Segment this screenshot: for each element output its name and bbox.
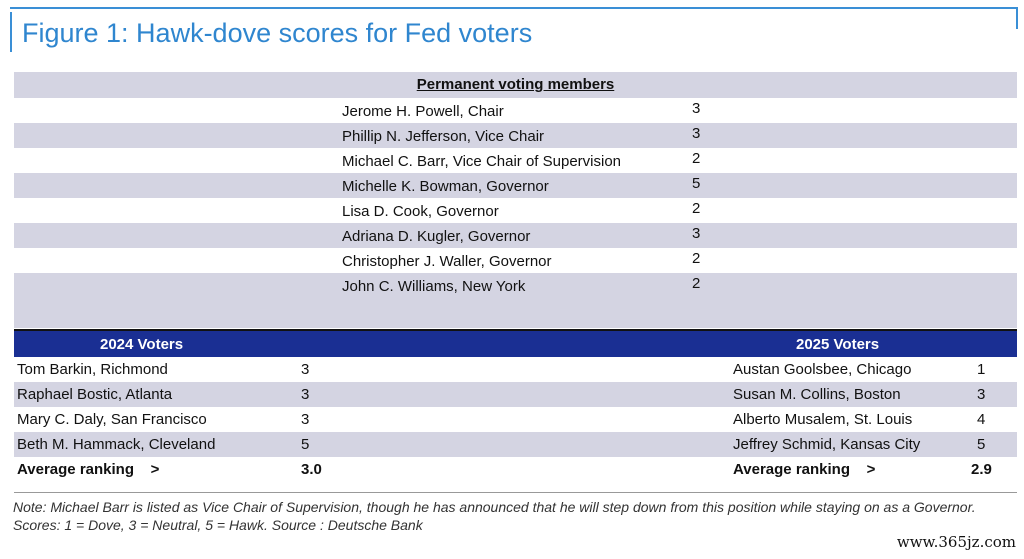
voters-2024-header: 2024 Voters <box>100 336 184 353</box>
voter-2025-name: Austan Goolsbee, Chicago <box>733 361 912 378</box>
voter-2024-name: Tom Barkin, Richmond <box>17 361 168 378</box>
title-accent-bar <box>10 12 12 52</box>
table-row: Christopher J. Waller, Governor 2 <box>14 248 1017 273</box>
voter-2024-score: 3 <box>301 386 310 403</box>
table-row: Mary C. Daly, San Francisco 3 Alberto Mu… <box>14 407 1017 432</box>
voter-2024-name: Raphael Bostic, Atlanta <box>17 386 173 403</box>
member-score: 3 <box>692 100 701 117</box>
member-score: 3 <box>692 125 701 142</box>
figure-title: Figure 1: Hawk-dove scores for Fed voter… <box>22 18 533 48</box>
member-score: 5 <box>692 175 701 192</box>
table-row: Adriana D. Kugler, Governor 3 <box>14 223 1017 248</box>
permanent-members-table: Permanent voting members Jerome H. Powel… <box>14 72 1017 328</box>
voter-2024-score: 5 <box>301 436 310 453</box>
voter-2025-name: Susan M. Collins, Boston <box>733 386 901 403</box>
average-2025-label: Average ranking > <box>733 461 876 478</box>
member-name: Adriana D. Kugler, Governor <box>342 228 531 245</box>
table-row: Raphael Bostic, Atlanta 3 Susan M. Colli… <box>14 382 1017 407</box>
voter-2025-name: Alberto Musalem, St. Louis <box>733 411 913 428</box>
member-name: Lisa D. Cook, Governor <box>342 203 499 220</box>
member-score: 2 <box>692 150 701 167</box>
table-row: Phillip N. Jefferson, Vice Chair 3 <box>14 123 1017 148</box>
table-row: Jerome H. Powell, Chair 3 <box>14 98 1017 123</box>
member-name: Michael C. Barr, Vice Chair of Supervisi… <box>342 153 622 170</box>
footnote: Note: Michael Barr is listed as Vice Cha… <box>13 499 976 533</box>
voter-2024-score: 3 <box>301 411 310 428</box>
voter-2025-score: 4 <box>977 411 986 428</box>
average-2024-value: 3.0 <box>301 461 322 478</box>
top-rule <box>10 7 1018 9</box>
voter-2025-score: 3 <box>977 386 986 403</box>
table-spacer <box>14 298 1017 328</box>
member-score: 3 <box>692 225 701 242</box>
rotating-voters-table: 2024 Voters 2025 Voters Tom Barkin, Rich… <box>14 329 1017 482</box>
member-name: Christopher J. Waller, Governor <box>342 253 552 270</box>
voter-2025-score: 1 <box>977 361 986 378</box>
voter-2025-score: 5 <box>977 436 986 453</box>
voter-2024-name: Mary C. Daly, San Francisco <box>17 411 207 428</box>
member-score: 2 <box>692 250 701 267</box>
voter-2024-name: Beth M. Hammack, Cleveland <box>17 436 216 453</box>
member-name: John C. Williams, New York <box>342 278 526 295</box>
average-2025-value: 2.9 <box>971 461 992 478</box>
table-row: Tom Barkin, Richmond 3 Austan Goolsbee, … <box>14 357 1017 382</box>
permanent-members-header: Permanent voting members <box>14 72 1017 98</box>
member-name: Phillip N. Jefferson, Vice Chair <box>342 128 545 145</box>
table-row: John C. Williams, New York 2 <box>14 273 1017 298</box>
member-name: Michelle K. Bowman, Governor <box>342 178 549 195</box>
member-score: 2 <box>692 275 701 292</box>
watermark: www.365jz.com <box>894 533 1018 551</box>
table-row: Beth M. Hammack, Cleveland 5 Jeffrey Sch… <box>14 432 1017 457</box>
right-rule <box>1016 7 1018 29</box>
average-row: Average ranking > 3.0 Average ranking > … <box>14 457 1017 482</box>
table-row: Michelle K. Bowman, Governor 5 <box>14 173 1017 198</box>
note-divider <box>14 492 1017 493</box>
member-name: Jerome H. Powell, Chair <box>342 103 504 120</box>
voter-2024-score: 3 <box>301 361 310 378</box>
voters-header-row: 2024 Voters 2025 Voters <box>14 331 1017 357</box>
average-2024-label: Average ranking > <box>17 461 160 478</box>
voters-2025-header: 2025 Voters <box>796 336 880 353</box>
table-row: Lisa D. Cook, Governor 2 <box>14 198 1017 223</box>
table-row: Michael C. Barr, Vice Chair of Supervisi… <box>14 148 1017 173</box>
member-score: 2 <box>692 200 701 217</box>
voter-2025-name: Jeffrey Schmid, Kansas City <box>733 436 921 453</box>
